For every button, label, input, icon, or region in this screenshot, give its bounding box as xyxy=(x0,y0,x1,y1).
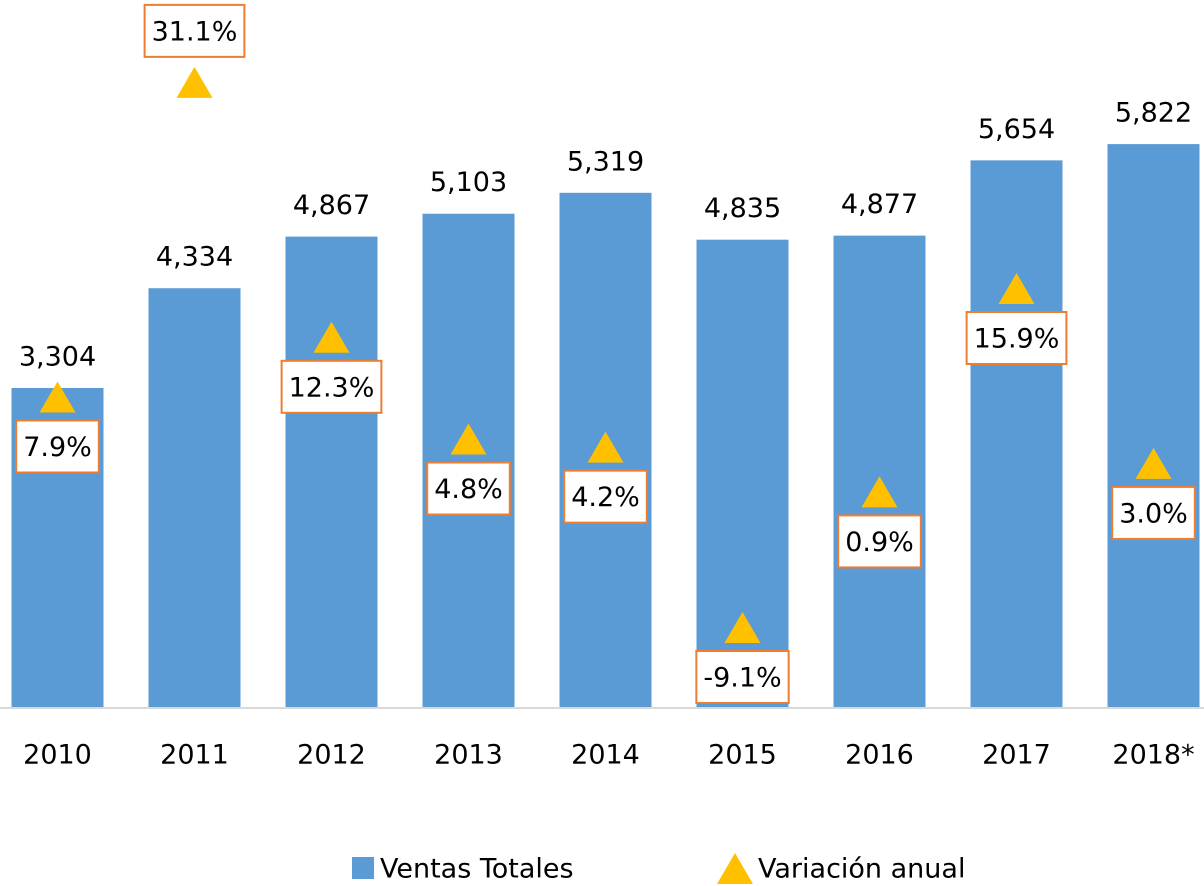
x-tick-label: 2013 xyxy=(434,740,503,771)
marker xyxy=(39,381,76,413)
bar xyxy=(285,236,378,708)
x-tick-label: 2016 xyxy=(845,740,914,771)
bar-value-label: 4,835 xyxy=(704,193,781,224)
marker-value-label: 12.3% xyxy=(289,372,375,403)
bar xyxy=(970,160,1063,708)
marker-label-box xyxy=(563,469,648,524)
marker xyxy=(861,476,898,508)
x-tick-label: 2012 xyxy=(297,740,366,771)
marker-label-box xyxy=(143,3,246,58)
marker-value-label: 7.9% xyxy=(23,432,92,463)
legend-swatch xyxy=(352,857,374,879)
marker-label-box xyxy=(837,514,922,569)
bar xyxy=(833,235,926,708)
marker-value-label: 0.9% xyxy=(845,527,914,558)
bar-value-label: 4,867 xyxy=(293,190,370,221)
x-tick-label: 2010 xyxy=(23,740,92,771)
marker xyxy=(176,66,213,98)
x-tick-label: 2018* xyxy=(1112,740,1194,771)
x-tick-label: 2014 xyxy=(571,740,640,771)
marker-value-label: 4.8% xyxy=(434,474,503,505)
bar-value-label: 5,103 xyxy=(430,167,507,198)
bar-value-label: 5,822 xyxy=(1115,98,1192,129)
bar-value-label: 5,654 xyxy=(978,114,1055,145)
marker-label-box xyxy=(695,649,790,704)
legend-swatch xyxy=(717,853,753,884)
marker-value-label: -9.1% xyxy=(703,662,781,693)
bar xyxy=(148,288,241,708)
x-tick-label: 2011 xyxy=(160,740,229,771)
marker-value-label: 4.2% xyxy=(571,482,640,513)
bar-value-label: 4,334 xyxy=(156,242,233,273)
marker-value-label: 3.0% xyxy=(1119,498,1188,529)
bar-value-label: 4,877 xyxy=(841,189,918,220)
marker-value-label: 15.9% xyxy=(974,323,1060,354)
bar xyxy=(1107,144,1200,708)
bar-value-label: 5,319 xyxy=(567,146,644,177)
marker xyxy=(587,431,624,463)
marker-label-box xyxy=(426,461,511,516)
legend-label: Ventas Totales xyxy=(380,854,574,885)
marker xyxy=(313,321,350,353)
marker-label-box xyxy=(15,419,100,474)
marker-label-box xyxy=(965,310,1068,365)
marker-value-label: 31.1% xyxy=(152,16,238,47)
legend-label: Variación anual xyxy=(758,854,965,885)
x-tick-label: 2015 xyxy=(708,740,777,771)
marker xyxy=(724,611,761,643)
marker xyxy=(998,272,1035,304)
x-tick-label: 2017 xyxy=(982,740,1051,771)
bar xyxy=(422,213,515,708)
marker xyxy=(450,423,487,455)
marker-label-box xyxy=(1111,485,1196,540)
marker-label-box xyxy=(280,359,383,414)
bar-value-label: 3,304 xyxy=(19,341,96,372)
marker xyxy=(1135,447,1172,479)
